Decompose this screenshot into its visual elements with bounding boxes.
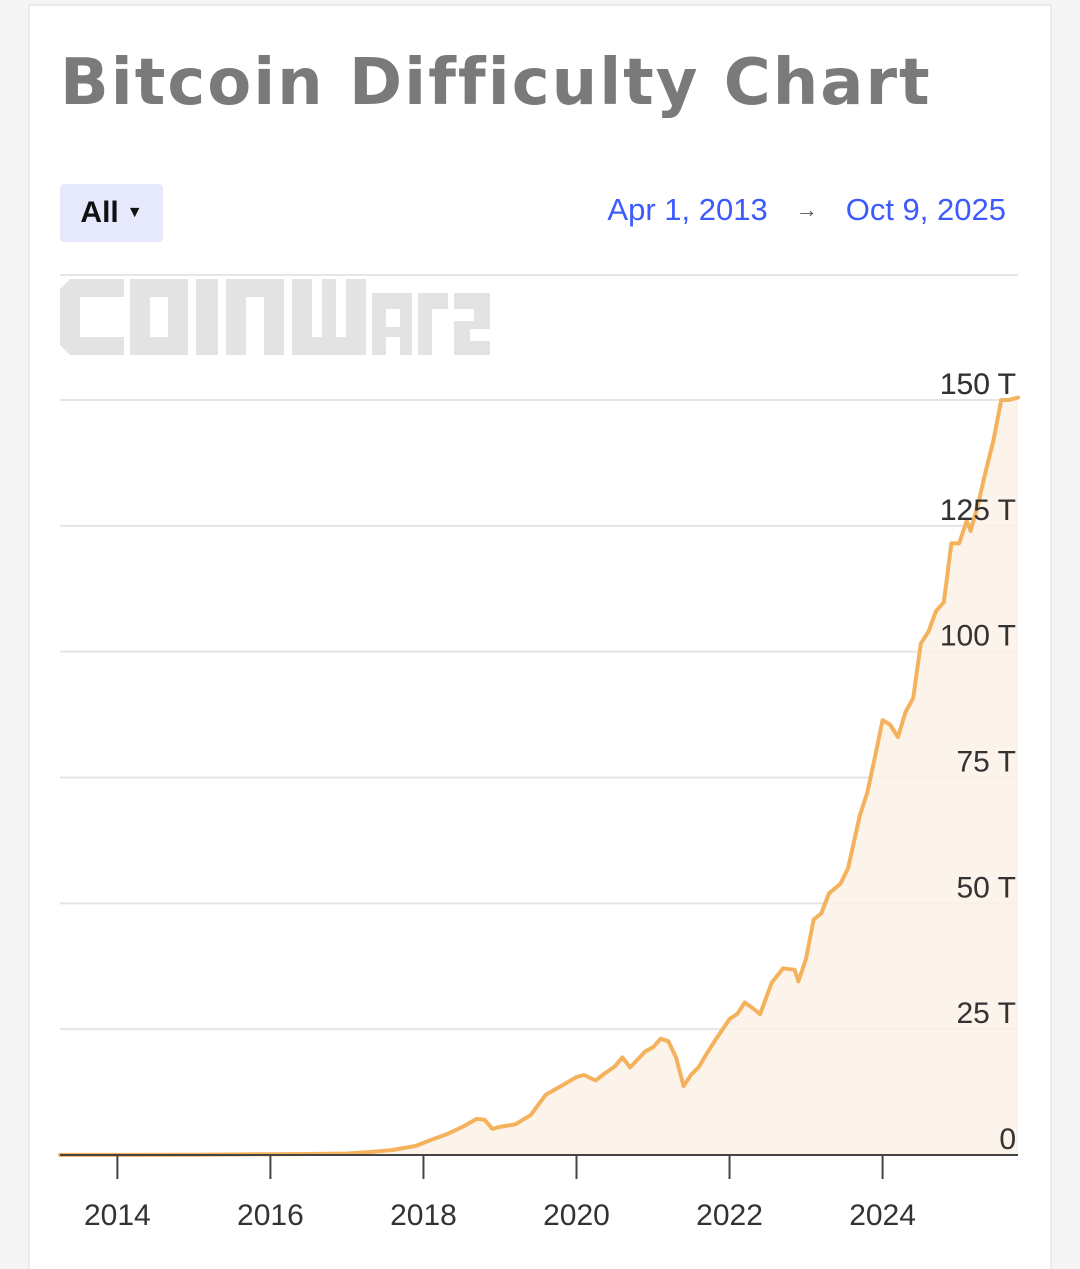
y-tick-label-overlay: 75 T bbox=[957, 746, 1017, 779]
x-tick-label: 2016 bbox=[237, 1199, 304, 1232]
y-tick-label-overlay: 125 T bbox=[940, 494, 1016, 527]
x-tick-label: 2024 bbox=[849, 1199, 916, 1232]
start-date-link[interactable]: Apr 1, 2013 bbox=[607, 192, 768, 227]
difficulty-line bbox=[58, 395, 1020, 1157]
caret-down-icon: ▼ bbox=[126, 204, 143, 221]
arrow-right-icon: → bbox=[795, 197, 818, 222]
y-tick-label-overlay: 25 T bbox=[957, 997, 1017, 1030]
difficulty-area bbox=[60, 397, 1018, 1155]
coinwarz-watermark-logo bbox=[60, 278, 490, 370]
x-tick-label: 2020 bbox=[543, 1199, 610, 1232]
range-select-label: All bbox=[80, 196, 119, 229]
y-tick-label-overlay: 0 bbox=[999, 1123, 1016, 1156]
end-date-link[interactable]: Oct 9, 2025 bbox=[845, 192, 1006, 227]
page-title: Bitcoin Difficulty Chart bbox=[60, 46, 932, 120]
y-tick-label-overlay: 150 T bbox=[940, 368, 1016, 401]
x-tick-label: 2014 bbox=[84, 1199, 151, 1232]
y-tick-label: 150 T bbox=[940, 368, 1016, 401]
range-select-dropdown[interactable]: All ▼ bbox=[60, 184, 163, 242]
y-tick-label-overlay: 100 T bbox=[940, 620, 1016, 653]
header-divider bbox=[60, 274, 1018, 276]
date-range: Apr 1, 2013 → Oct 9, 2025 bbox=[607, 192, 1006, 228]
x-tick-label: 2022 bbox=[696, 1199, 763, 1232]
y-tick-label-overlay: 50 T bbox=[957, 871, 1017, 904]
coinwarz-logo-icon bbox=[60, 279, 490, 355]
x-tick-label: 2018 bbox=[390, 1199, 457, 1232]
